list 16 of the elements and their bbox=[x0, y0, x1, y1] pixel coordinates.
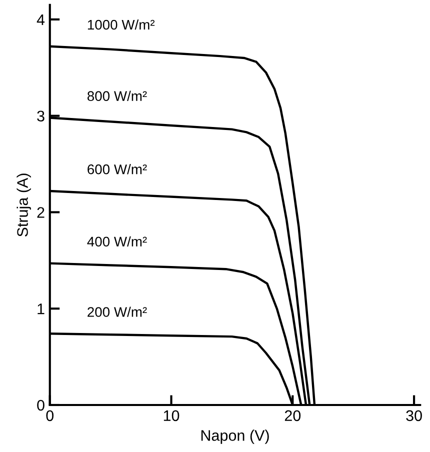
x-tick-label: 0 bbox=[46, 410, 54, 422]
series-label: 600 W/m² bbox=[88, 164, 147, 174]
series-label: 200 W/m² bbox=[88, 306, 147, 317]
y-tick-label: 4 bbox=[36, 14, 45, 25]
x-axis-title: Napon (V) bbox=[201, 430, 269, 444]
y-tick-label: 0 bbox=[37, 400, 44, 411]
y-tick-label: 2 bbox=[37, 207, 44, 218]
series-label: 1000 W/m² bbox=[88, 19, 155, 30]
x-tick-label: 10 bbox=[164, 410, 180, 422]
x-tick-label: 20 bbox=[284, 410, 301, 422]
x-tick-label: 30 bbox=[406, 410, 422, 422]
y-tick-label: 3 bbox=[37, 110, 44, 122]
series-label: 800 W/m² bbox=[88, 90, 147, 102]
y-axis-title: Struja (A) bbox=[16, 174, 31, 237]
y-tick-label: 1 bbox=[38, 304, 44, 314]
series-label: 400 W/m² bbox=[87, 236, 147, 247]
